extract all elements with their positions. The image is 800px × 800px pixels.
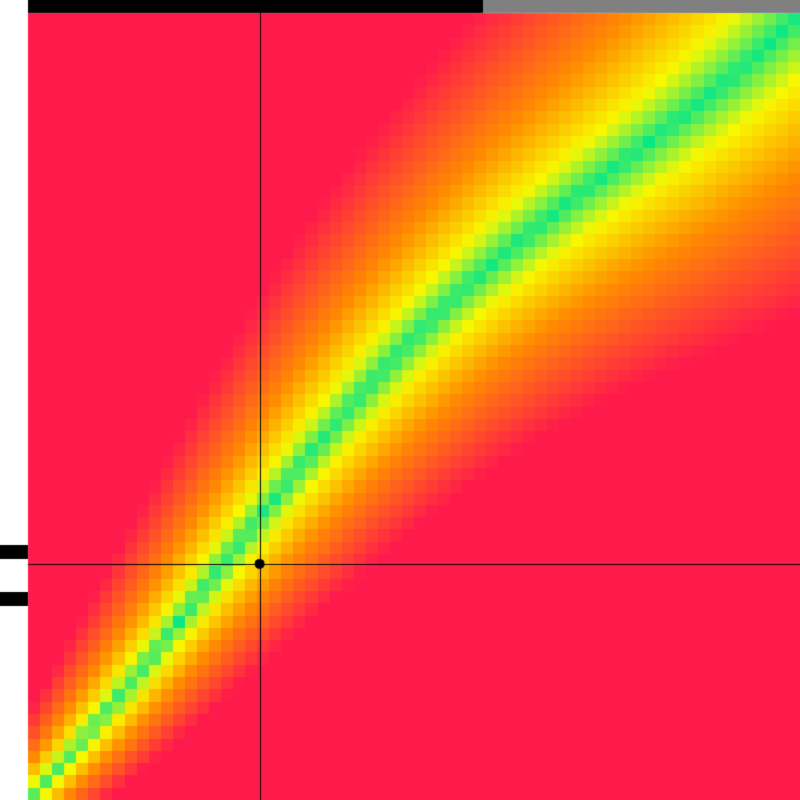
axes-overlay (0, 0, 800, 800)
heatmap-container (0, 0, 800, 800)
